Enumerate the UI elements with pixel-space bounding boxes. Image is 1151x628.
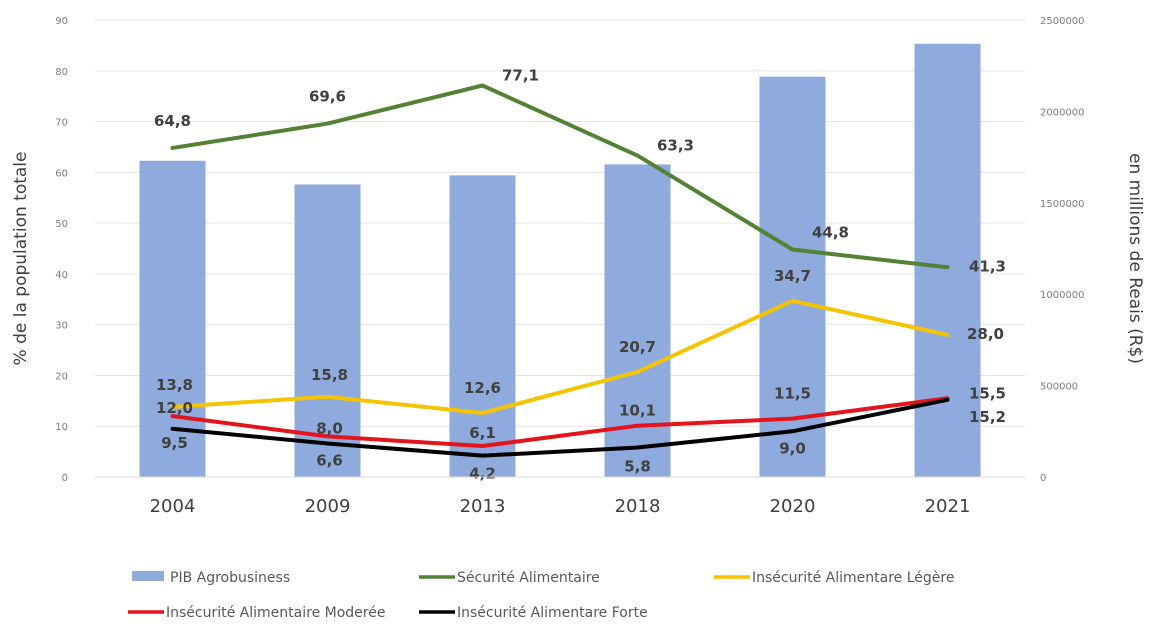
y2-tick-label: 1000000 [1040, 290, 1085, 301]
y-tick-label: 30 [55, 321, 68, 332]
data-label: 11,5 [774, 385, 811, 403]
line-series-1 [170, 83, 950, 270]
y2-tick-label: 500000 [1040, 382, 1078, 393]
y-tick-label: 10 [55, 422, 68, 433]
data-label: 9,0 [779, 439, 806, 457]
data-label: 6,1 [469, 424, 496, 442]
y-axis-title: % de la population totale [11, 152, 31, 366]
x-tick-label: 2020 [770, 496, 816, 517]
legend-label: Insécurité Alimentare Forte [457, 605, 648, 621]
legend-swatch [132, 571, 164, 581]
y-tick-label: 50 [55, 219, 68, 230]
line-series [170, 83, 950, 458]
y-tick-label: 60 [55, 168, 68, 179]
y2-tick-label: 0 [1040, 473, 1046, 484]
data-label: 77,1 [502, 67, 539, 85]
data-label: 4,2 [469, 465, 496, 483]
data-label: 12,6 [464, 379, 501, 397]
gridlines [95, 19, 1025, 478]
legend: PIB Agrobusiness Sécurité Alimentaire Insé… [128, 570, 954, 621]
legend-label: Sécurité Alimentaire [457, 570, 600, 586]
legend-label: Insécurité Alimentare Légère [752, 570, 954, 586]
bar-pib-agrobusiness [759, 76, 826, 477]
legend-label: Insécurité Alimentaire Moderée [166, 605, 385, 621]
y2-tick-label: 1500000 [1040, 199, 1085, 210]
data-label: 6,6 [316, 451, 343, 469]
bar-pib-agrobusiness [294, 184, 361, 477]
data-label: 34,7 [774, 267, 811, 285]
line-series-4 [170, 397, 950, 458]
bar-pib-agrobusiness [139, 160, 206, 478]
data-label: 41,3 [969, 257, 1006, 275]
data-labels: 64,8 69,6 77,1 63,3 44,8 41,3 13,8 15,8 12,6 20,7… [154, 67, 1006, 483]
y2-axis-title: en millions de Reais (R$) [1125, 153, 1145, 364]
data-label: 63,3 [657, 137, 694, 155]
line-series-2 [170, 298, 950, 416]
data-label: 10,1 [619, 402, 656, 420]
x-tick-label: 2009 [305, 496, 351, 517]
data-label: 44,8 [812, 224, 849, 242]
legend-label: PIB Agrobusiness [170, 570, 290, 586]
y-tick-label: 20 [55, 371, 68, 382]
data-label: 15,2 [969, 408, 1006, 426]
data-label: 15,8 [311, 366, 348, 384]
data-label: 20,7 [619, 338, 656, 356]
x-tick-label: 2004 [150, 496, 196, 517]
data-label: 13,8 [156, 376, 193, 394]
bar-pib-agrobusiness [449, 175, 516, 477]
data-label: 12,0 [156, 399, 193, 417]
x-tick-label: 2021 [925, 496, 971, 517]
x-tick-label: 2018 [615, 496, 661, 517]
y2-tick-label: 2000000 [1040, 107, 1085, 118]
y-tick-label: 40 [55, 270, 68, 281]
y-tick-label: 70 [55, 118, 68, 129]
data-label: 28,0 [967, 325, 1004, 343]
data-label: 64,8 [154, 112, 191, 130]
axes: 0 10 20 30 40 50 60 70 80 90 0 500000 1000000 1500000… [55, 16, 1084, 517]
x-tick-label: 2013 [460, 496, 506, 517]
data-label: 15,5 [969, 384, 1006, 402]
y-tick-label: 80 [55, 67, 68, 78]
line-series-3 [170, 396, 950, 449]
data-label: 5,8 [624, 458, 651, 476]
data-label: 8,0 [316, 419, 343, 437]
data-label: 9,5 [161, 434, 188, 452]
data-label: 69,6 [309, 88, 346, 106]
y2-tick-label: 2500000 [1040, 16, 1085, 27]
y-tick-label: 0 [62, 473, 68, 484]
y-tick-label: 90 [55, 16, 68, 27]
